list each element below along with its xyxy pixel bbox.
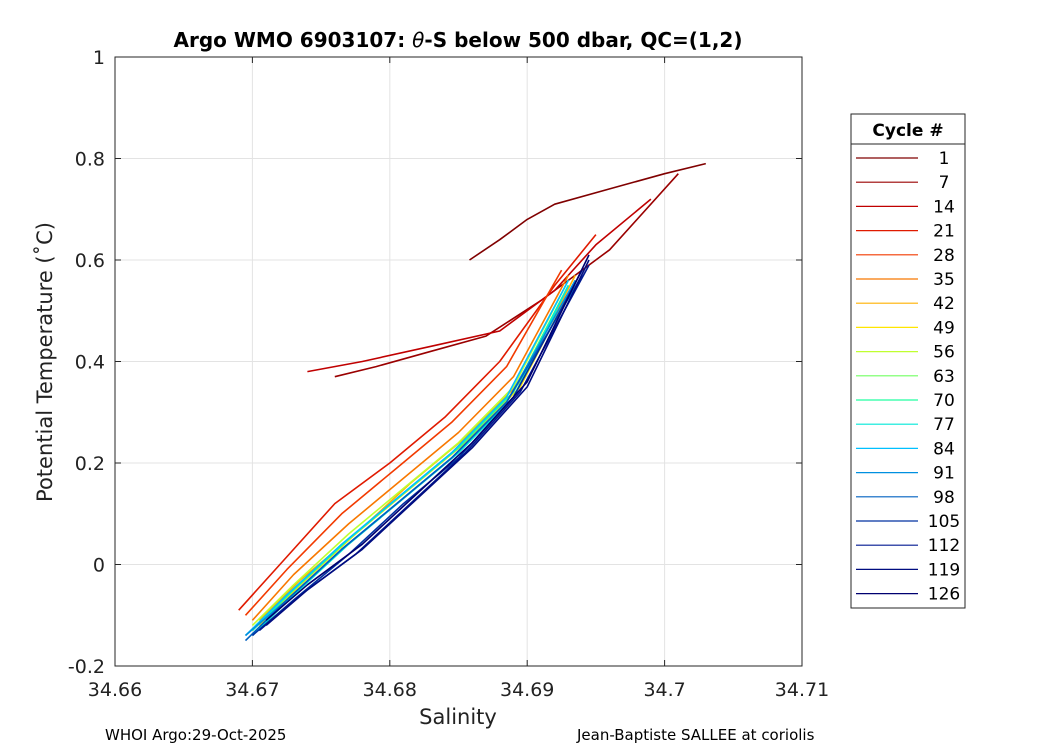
legend-label: 84 bbox=[933, 439, 955, 459]
x-tick-label: 34.68 bbox=[363, 679, 417, 701]
y-tick-label: 0.6 bbox=[75, 250, 105, 272]
series-layer bbox=[238, 162, 706, 642]
x-tick-label: 34.71 bbox=[775, 679, 829, 701]
x-axis-label: Salinity bbox=[419, 705, 497, 729]
legend-label: 63 bbox=[933, 367, 955, 387]
legend: Cycle # 1 7 14 21 28 35 42 49 56 63 70 77 84 91 98 105 1… bbox=[850, 113, 966, 609]
x-tick-label: 34.66 bbox=[88, 679, 142, 701]
chart-title: Argo WMO 6903107: θ-S below 500 dbar, QC… bbox=[174, 28, 743, 52]
series-line-cycle-126 bbox=[265, 254, 590, 621]
legend-label: 1 bbox=[939, 149, 950, 169]
x-axis: 34.66 34.67 34.68 34.69 34.7 34.71 bbox=[88, 57, 829, 701]
series-line-cycle-7 bbox=[334, 173, 679, 378]
x-tick-label: 34.7 bbox=[643, 679, 685, 701]
series-line-cycle-119 bbox=[265, 259, 590, 627]
grid bbox=[115, 57, 802, 666]
series-line-cycle-1 bbox=[469, 162, 706, 261]
series-line-cycle-84 bbox=[244, 279, 570, 637]
y-tick-label: 0.2 bbox=[75, 453, 105, 475]
series-line-cycle-56 bbox=[251, 279, 570, 626]
y-tick-label: 0.8 bbox=[75, 149, 105, 171]
legend-title: Cycle # bbox=[872, 121, 943, 141]
legend-label: 14 bbox=[933, 197, 955, 217]
footer-right: Jean-Baptiste SALLEE at coriolis bbox=[576, 726, 815, 744]
y-tick-label: 1 bbox=[93, 47, 105, 69]
x-tick-label: 34.69 bbox=[500, 679, 554, 701]
x-tick-label: 34.67 bbox=[225, 679, 279, 701]
series-line-cycle-35 bbox=[251, 274, 570, 621]
legend-label: 70 bbox=[933, 391, 955, 411]
y-tick-label: 0.4 bbox=[75, 352, 105, 374]
legend-label: 28 bbox=[933, 246, 955, 266]
y-tick-label: -0.2 bbox=[68, 656, 105, 678]
series-line-cycle-14 bbox=[307, 198, 652, 373]
legend-label: 77 bbox=[933, 415, 955, 435]
legend-label: 119 bbox=[928, 560, 960, 580]
legend-label: 49 bbox=[933, 318, 955, 338]
y-axis: -0.2 0 0.2 0.4 0.6 0.8 1 bbox=[68, 47, 802, 678]
series-line-cycle-28 bbox=[244, 269, 563, 616]
series-line-cycle-98 bbox=[244, 274, 583, 642]
y-axis-label: Potential Temperature (˚C) bbox=[33, 222, 57, 502]
legend-label: 21 bbox=[933, 222, 955, 242]
legend-box bbox=[850, 113, 966, 609]
legend-label: 56 bbox=[933, 343, 955, 363]
legend-label: 126 bbox=[928, 585, 960, 605]
legend-label: 112 bbox=[928, 536, 960, 556]
legend-label: 98 bbox=[933, 488, 955, 508]
legend-label: 42 bbox=[933, 294, 955, 314]
legend-label: 7 bbox=[939, 173, 950, 193]
legend-label: 105 bbox=[928, 512, 960, 532]
legend-label: 35 bbox=[933, 270, 955, 290]
footer-left: WHOI Argo:29-Oct-2025 bbox=[105, 726, 286, 744]
legend-label: 91 bbox=[933, 464, 955, 484]
y-tick-label: 0 bbox=[93, 555, 105, 577]
